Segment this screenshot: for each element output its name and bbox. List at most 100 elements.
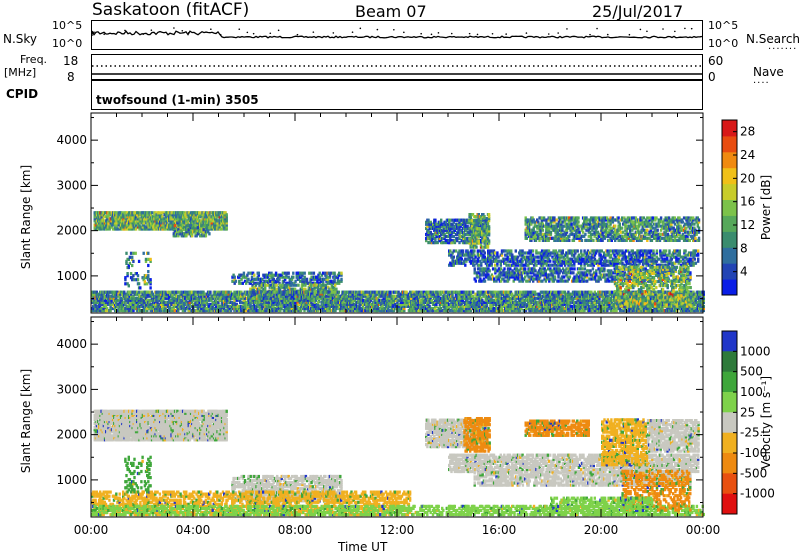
power-cell bbox=[154, 215, 157, 219]
power-cell bbox=[233, 275, 236, 279]
power-cell bbox=[269, 279, 272, 283]
power-cell bbox=[133, 278, 136, 282]
power-cell bbox=[335, 287, 338, 291]
power-cell bbox=[132, 274, 135, 278]
power-cell bbox=[295, 283, 298, 287]
power-cell bbox=[340, 271, 343, 275]
nsearch-dot bbox=[646, 30, 648, 33]
power-cell bbox=[171, 217, 174, 221]
power-cell bbox=[164, 227, 168, 231]
power-cell bbox=[292, 275, 295, 279]
nsearch-dot bbox=[312, 31, 315, 33]
nsky-trace bbox=[91, 30, 703, 39]
power-cell bbox=[533, 290, 537, 294]
freq-strip bbox=[91, 54, 703, 80]
nsearch-dot bbox=[219, 33, 222, 36]
power-cell bbox=[181, 211, 185, 215]
power-cell bbox=[225, 213, 228, 217]
power-cell bbox=[238, 279, 241, 283]
nsearch-dots bbox=[93, 27, 693, 36]
power-cell bbox=[315, 275, 318, 279]
nsearch-dot bbox=[376, 28, 379, 31]
nsearch-dot bbox=[662, 28, 664, 30]
power-cell bbox=[150, 211, 154, 215]
power-cell bbox=[257, 271, 260, 275]
power-cell bbox=[272, 277, 275, 281]
nsearch-dot bbox=[359, 27, 362, 30]
power-cell bbox=[305, 277, 309, 281]
power-cell bbox=[150, 219, 154, 223]
power-cells bbox=[91, 211, 705, 313]
power-cell bbox=[133, 225, 137, 229]
power-cell bbox=[99, 225, 102, 229]
power-cell bbox=[179, 215, 182, 219]
power-cell bbox=[405, 290, 408, 294]
power-cell bbox=[115, 211, 118, 215]
power-cell bbox=[170, 213, 173, 217]
nsearch-label: N.Search bbox=[746, 32, 800, 46]
power-cell bbox=[144, 217, 147, 221]
power-cell bbox=[129, 221, 132, 225]
power-cell bbox=[294, 279, 297, 283]
power-cell bbox=[150, 215, 154, 219]
nsearch-dot bbox=[589, 33, 591, 36]
power-cell bbox=[139, 286, 142, 290]
power-cell bbox=[134, 219, 138, 223]
power-cell bbox=[139, 217, 142, 221]
power-cell bbox=[170, 221, 173, 225]
power-cell bbox=[117, 227, 120, 231]
freq-tick-bottom: 8 bbox=[67, 70, 75, 84]
power-cell bbox=[137, 215, 140, 219]
nsearch-dot bbox=[450, 32, 453, 35]
power-cell bbox=[137, 282, 141, 286]
power-cell bbox=[234, 279, 238, 283]
freq-label-2: [MHz] bbox=[4, 66, 37, 79]
power-cell bbox=[176, 213, 179, 217]
freq-label-1: Freq. bbox=[20, 53, 48, 66]
power-cell bbox=[274, 271, 278, 275]
power-cell bbox=[110, 223, 114, 227]
power-cell bbox=[127, 284, 130, 288]
power-cell bbox=[392, 294, 396, 298]
power-cell bbox=[170, 215, 173, 219]
power-cell bbox=[98, 213, 101, 217]
power-cell bbox=[168, 219, 171, 223]
power-cell bbox=[132, 251, 135, 255]
power-cell bbox=[208, 226, 211, 230]
power-cell bbox=[131, 263, 134, 268]
power-cell bbox=[208, 232, 211, 236]
power-cell bbox=[301, 277, 304, 281]
power-cell bbox=[132, 259, 135, 263]
nsky-strip bbox=[91, 20, 703, 50]
power-cell bbox=[303, 271, 306, 275]
power-cell bbox=[147, 270, 150, 274]
nsearch-dot bbox=[491, 32, 494, 35]
power-cell bbox=[116, 298, 119, 302]
power-cell bbox=[101, 217, 104, 221]
power-cell bbox=[106, 227, 109, 231]
power-cell bbox=[110, 225, 114, 229]
power-cell bbox=[173, 224, 177, 228]
power-cell bbox=[322, 283, 325, 287]
power-cell bbox=[137, 211, 140, 215]
power-cell bbox=[139, 211, 142, 215]
nsearch-dot bbox=[437, 32, 440, 34]
power-cell bbox=[181, 219, 185, 223]
power-cell bbox=[114, 211, 117, 215]
power-cell bbox=[301, 271, 304, 275]
nsearch-dot bbox=[684, 27, 686, 30]
nsearch-dot bbox=[606, 33, 609, 36]
power-cell bbox=[94, 223, 98, 227]
nsearch-dot bbox=[210, 28, 212, 31]
power-cell bbox=[183, 211, 186, 215]
power-cell bbox=[160, 211, 163, 215]
power-cell bbox=[329, 271, 333, 275]
power-cell bbox=[304, 283, 307, 287]
power-cell bbox=[266, 283, 269, 287]
power-cell bbox=[254, 283, 258, 287]
power-cell bbox=[157, 213, 161, 217]
power-cell bbox=[100, 227, 103, 231]
power-cell bbox=[144, 257, 148, 261]
power-cell bbox=[281, 275, 285, 279]
power-cell bbox=[388, 308, 391, 313]
